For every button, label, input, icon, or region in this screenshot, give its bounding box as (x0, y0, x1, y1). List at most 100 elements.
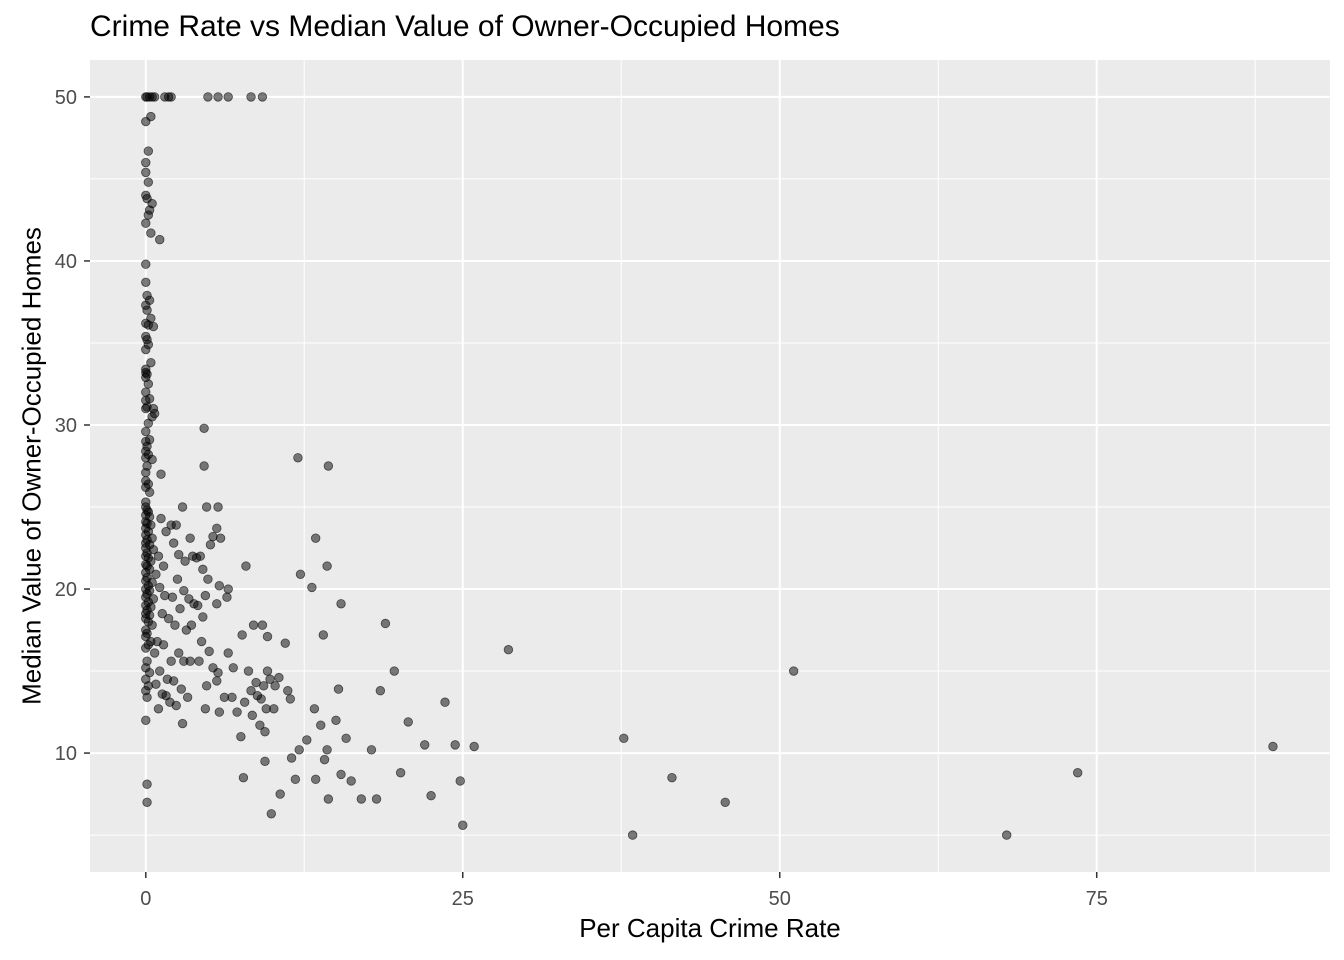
data-point (333, 684, 344, 694)
data-point (212, 676, 222, 686)
data-point (395, 768, 406, 778)
data-point (212, 523, 222, 534)
data-point (322, 745, 332, 755)
data-point (274, 672, 284, 683)
data-point (316, 720, 326, 730)
data-point (142, 305, 152, 315)
x-tick-label: 50 (769, 888, 791, 910)
data-point (310, 533, 321, 543)
data-point (450, 740, 460, 750)
data-point (455, 776, 465, 786)
data-point (469, 741, 479, 752)
data-point (213, 502, 223, 512)
data-point (174, 549, 184, 560)
data-point (323, 794, 334, 804)
data-point (199, 423, 209, 433)
data-point (215, 533, 226, 543)
data-point (141, 277, 151, 287)
y-axis-ticks: 10 20 30 40 50 (55, 87, 90, 765)
data-point (146, 357, 156, 368)
data-point (195, 551, 206, 561)
data-point (161, 526, 171, 537)
data-point (318, 630, 328, 640)
data-point (141, 467, 151, 478)
data-point (180, 556, 190, 566)
data-point (166, 92, 176, 102)
data-point (144, 487, 155, 497)
y-tick-label: 50 (55, 87, 77, 109)
data-point (177, 718, 188, 729)
data-point (142, 692, 152, 702)
data-point (788, 666, 799, 676)
data-point (194, 656, 204, 666)
data-point (236, 731, 246, 742)
x-axis-ticks: 0 25 50 75 (140, 872, 1108, 910)
data-point (148, 321, 159, 332)
data-point (341, 733, 351, 744)
data-point (260, 727, 270, 737)
data-point (238, 772, 249, 783)
data-point (322, 561, 332, 571)
data-point (302, 735, 312, 745)
data-point (142, 797, 152, 807)
data-point (196, 636, 207, 647)
data-point (160, 590, 170, 601)
data-point (269, 704, 279, 714)
data-point (241, 561, 251, 571)
data-point (247, 710, 257, 721)
data-point (172, 574, 183, 584)
data-point (163, 613, 174, 624)
data-point (262, 631, 273, 642)
data-point (426, 791, 436, 801)
data-point (156, 513, 166, 524)
data-point (440, 697, 450, 707)
data-point (146, 228, 156, 238)
data-point (153, 704, 164, 714)
data-point (319, 754, 330, 765)
data-point (185, 656, 195, 666)
data-point (227, 692, 237, 702)
data-point (141, 426, 151, 437)
data-point (174, 648, 184, 658)
minor-gridlines (90, 60, 1330, 872)
data-point (151, 569, 161, 579)
plot-panel (90, 60, 1330, 872)
data-point (141, 715, 151, 725)
data-point (177, 502, 188, 512)
data-point (149, 648, 160, 658)
x-tick-label: 0 (140, 888, 151, 910)
data-point (243, 666, 254, 676)
data-point (331, 715, 341, 725)
data-point (257, 620, 268, 630)
data-point (199, 461, 209, 471)
data-point (179, 585, 189, 596)
data-point (246, 92, 256, 102)
data-point (176, 684, 186, 694)
data-point (667, 772, 677, 783)
x-tick-label: 25 (452, 888, 474, 910)
data-point (228, 663, 238, 673)
data-point (503, 645, 514, 655)
data-point (309, 704, 320, 714)
data-point (336, 599, 346, 609)
data-point (458, 820, 468, 830)
data-point (214, 581, 225, 591)
data-point (1072, 768, 1083, 778)
data-point (142, 779, 152, 789)
data-point (280, 638, 290, 648)
data-point (266, 809, 277, 819)
data-point (252, 690, 263, 701)
data-point (275, 789, 285, 799)
data-point (237, 630, 247, 640)
data-point (223, 584, 233, 594)
data-point (158, 561, 169, 571)
data-point (168, 676, 179, 686)
data-point (290, 774, 301, 785)
data-point (203, 92, 213, 102)
data-point (257, 92, 268, 102)
data-point (186, 620, 197, 630)
data-point (208, 531, 218, 542)
data-point (143, 210, 154, 220)
data-point (1268, 741, 1278, 752)
